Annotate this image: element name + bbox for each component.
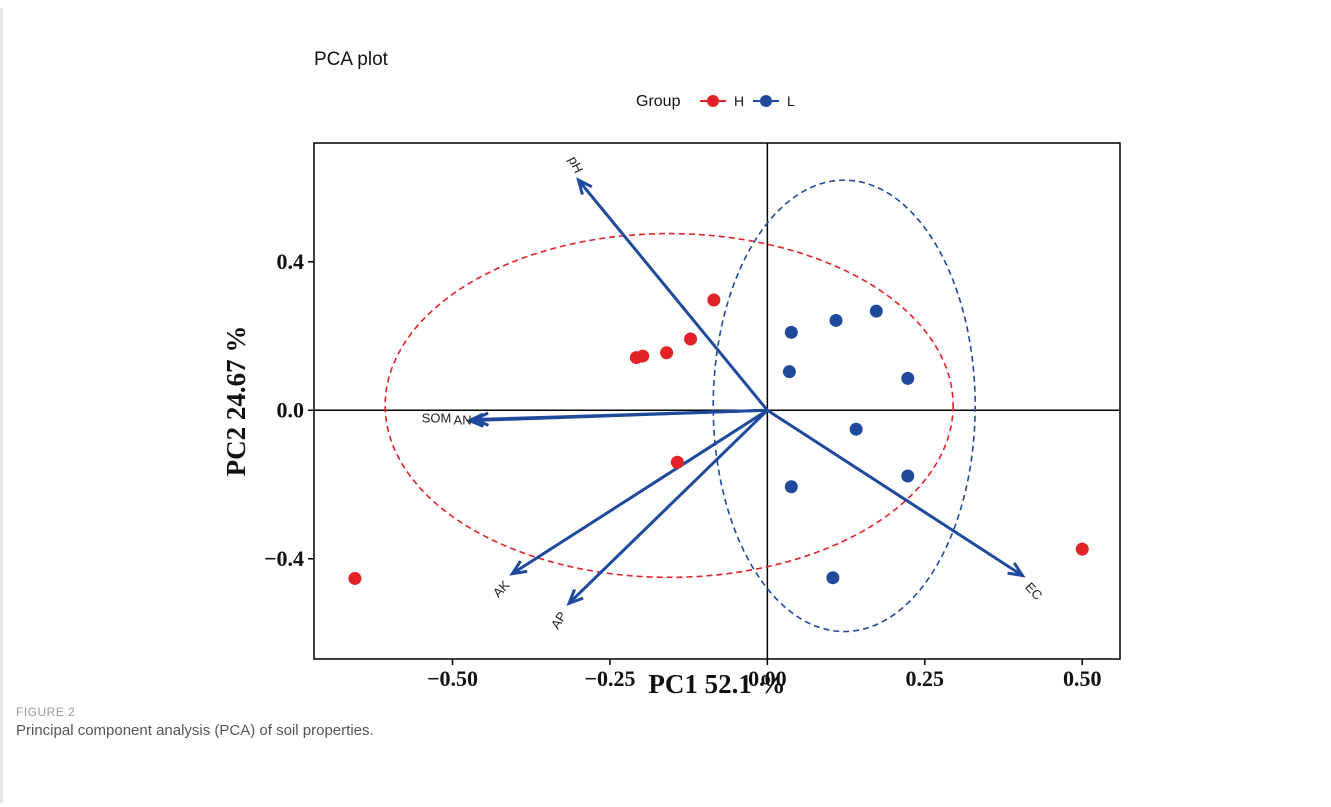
y-tick-label: −0.4 [264, 546, 304, 571]
legend-title: Group [636, 93, 681, 110]
point-l [901, 469, 915, 483]
plot-area: pH SOM AN AK AP EC [314, 143, 1120, 659]
point-h [660, 346, 674, 360]
figure-caption-block: FIGURE 2 Principal component analysis (P… [16, 705, 374, 739]
panel-left-rule [0, 8, 3, 803]
arrowhead-ec [1007, 562, 1026, 578]
x-tick-label: 0.50 [1063, 666, 1102, 691]
legend: Group H L [636, 93, 795, 110]
plot-frame [313, 142, 1121, 660]
x-axis-title: PC1 52.1 % [648, 669, 785, 699]
loading-label-ak: AK [490, 577, 513, 600]
loading-label-som: SOM [422, 411, 452, 426]
loading-label-ap: AP [548, 609, 570, 632]
arrowhead-ph [576, 177, 593, 195]
loading-arrow-an [474, 408, 768, 422]
arrowhead-an [470, 411, 490, 427]
point-h [348, 571, 362, 585]
loading-arrow-ak [511, 409, 769, 575]
point-h [1075, 542, 1089, 556]
x-tick-label: −0.25 [584, 666, 635, 691]
y-tick-label: 0.0 [277, 397, 305, 422]
point-h [684, 332, 698, 346]
point-l [784, 325, 798, 339]
y-tick-label: 0.4 [277, 249, 305, 274]
chart-title: PCA plot [314, 49, 389, 70]
loading-arrow-ec [766, 409, 1024, 577]
plot-clip-group: pH SOM AN AK AP EC [314, 143, 1120, 659]
x-tick-label: −0.50 [427, 666, 478, 691]
y-axis-title: PC2 24.67 % [221, 326, 251, 477]
figure-caption: Principal component analysis (PCA) of so… [16, 722, 374, 739]
ellipse-h [384, 232, 954, 579]
loading-label-ec: EC [1022, 579, 1045, 602]
point-h [670, 455, 684, 469]
figure-label: FIGURE 2 [16, 705, 76, 719]
point-l [829, 313, 843, 327]
point-l [901, 371, 915, 385]
loading-arrow-ap [567, 409, 769, 605]
point-h [629, 351, 643, 365]
point-l [784, 480, 798, 494]
point-h [707, 293, 721, 307]
x-tick-label: 0.25 [906, 666, 945, 691]
loading-arrow-ph [577, 179, 769, 412]
point-l [849, 422, 863, 436]
arrowhead-ak [509, 560, 528, 576]
point-l [782, 365, 796, 379]
x-tick-label: 0.00 [748, 666, 787, 691]
arrowhead-ap [566, 588, 584, 606]
legend-key-l-dot [760, 95, 772, 107]
loading-label-ph: pH [565, 154, 586, 176]
legend-key-h-dot [707, 95, 719, 107]
loading-label-an: AN [454, 413, 472, 428]
point-l [869, 304, 883, 318]
legend-label-h: H [734, 93, 744, 109]
axes: −0.50 −0.25 0.00 0.25 0.50 −0.4 0.0 0.4 [264, 249, 1102, 691]
point-l [826, 571, 840, 585]
legend-label-l: L [787, 93, 795, 109]
ellipse-l [712, 179, 976, 633]
